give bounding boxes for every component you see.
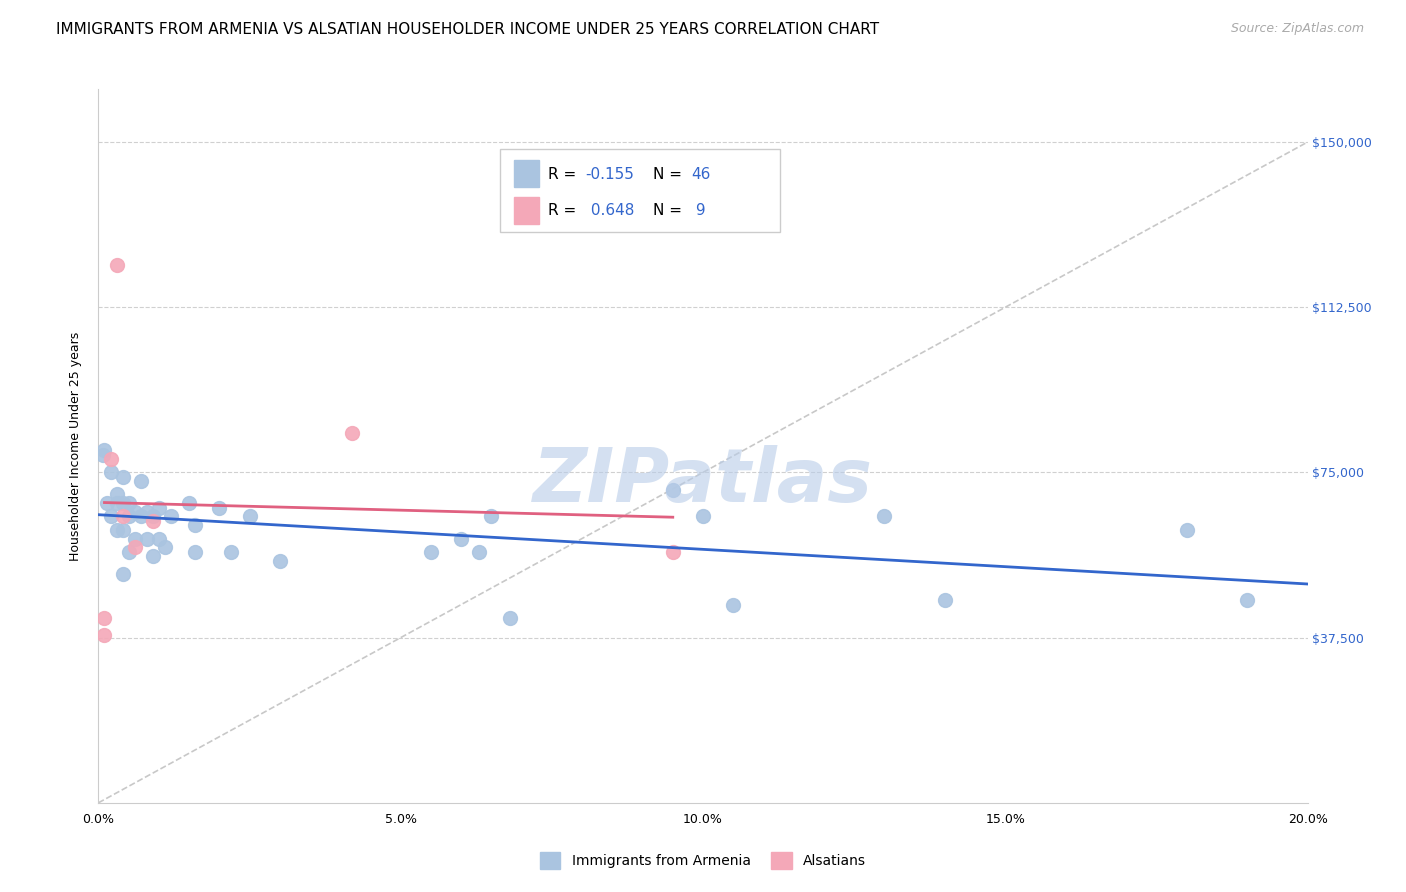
Point <box>142 514 165 528</box>
Text: Source: ZipAtlas.com: Source: ZipAtlas.com <box>1230 22 1364 36</box>
Point <box>135 505 157 519</box>
Point <box>118 509 141 524</box>
Point <box>468 545 491 559</box>
Point <box>142 509 165 524</box>
Point <box>118 496 141 510</box>
Point <box>111 470 134 484</box>
Point <box>184 545 207 559</box>
Point <box>129 475 152 489</box>
Point <box>124 541 146 555</box>
Point <box>723 598 745 612</box>
Point <box>661 545 683 559</box>
Text: ZIPatlas: ZIPatlas <box>533 445 873 518</box>
Text: IMMIGRANTS FROM ARMENIA VS ALSATIAN HOUSEHOLDER INCOME UNDER 25 YEARS CORRELATIO: IMMIGRANTS FROM ARMENIA VS ALSATIAN HOUS… <box>56 22 879 37</box>
Point <box>111 523 134 537</box>
Point <box>96 496 118 510</box>
Text: N =: N = <box>652 167 688 182</box>
Point <box>100 466 122 480</box>
Point <box>105 496 128 510</box>
Point <box>142 549 165 563</box>
Point <box>124 505 146 519</box>
Y-axis label: Householder Income Under 25 years: Householder Income Under 25 years <box>69 331 82 561</box>
Text: R =: R = <box>548 167 581 182</box>
Point <box>148 532 170 546</box>
Point <box>93 611 115 625</box>
Point <box>1236 593 1258 607</box>
Point <box>221 545 243 559</box>
Point <box>111 509 134 524</box>
Point <box>111 566 134 581</box>
Point <box>160 509 183 524</box>
Point <box>239 509 262 524</box>
Point <box>450 532 472 546</box>
Point <box>129 509 152 524</box>
Point <box>118 545 141 559</box>
Point <box>105 487 128 501</box>
Text: 9: 9 <box>692 203 706 219</box>
Point <box>148 500 170 515</box>
Point <box>934 593 956 607</box>
Text: -0.155: -0.155 <box>586 167 634 182</box>
Legend: Immigrants from Armenia, Alsatians: Immigrants from Armenia, Alsatians <box>534 847 872 874</box>
Point <box>153 541 176 555</box>
Point <box>692 509 714 524</box>
Text: 0.648: 0.648 <box>586 203 634 219</box>
Point <box>208 500 231 515</box>
Text: R =: R = <box>548 203 581 219</box>
Point <box>91 448 114 462</box>
Point <box>498 611 520 625</box>
Point <box>342 425 364 440</box>
Point <box>105 523 128 537</box>
Point <box>661 483 683 497</box>
Point <box>481 509 503 524</box>
Point <box>420 545 443 559</box>
Point <box>93 628 115 642</box>
Point <box>184 518 207 533</box>
Text: N =: N = <box>652 203 688 219</box>
Point <box>111 496 134 510</box>
Point <box>93 443 115 458</box>
Point <box>124 532 146 546</box>
Point <box>873 509 896 524</box>
Point <box>105 259 128 273</box>
Point <box>269 553 291 567</box>
Point <box>100 509 122 524</box>
Point <box>135 532 157 546</box>
Point <box>1175 523 1198 537</box>
Text: 46: 46 <box>692 167 710 182</box>
Point <box>100 452 122 467</box>
Point <box>179 496 201 510</box>
